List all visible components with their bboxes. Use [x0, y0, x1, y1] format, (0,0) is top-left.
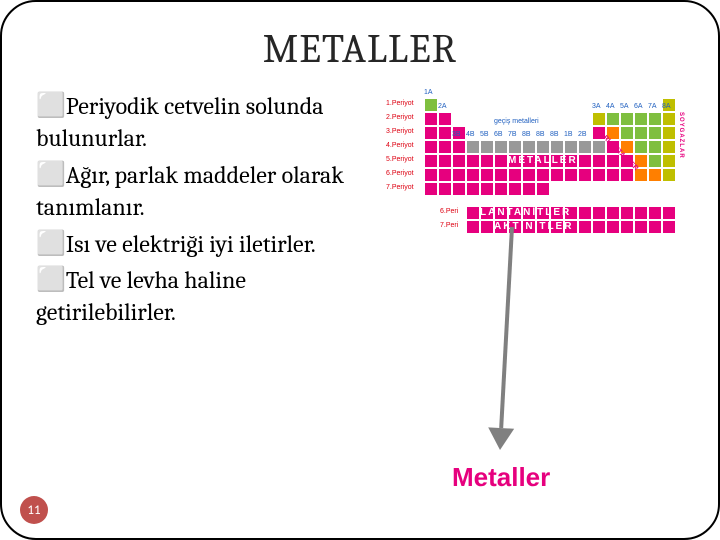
arrow-down	[2, 2, 720, 540]
page-number: 11	[20, 496, 48, 524]
figure-caption: Metaller	[452, 462, 550, 493]
